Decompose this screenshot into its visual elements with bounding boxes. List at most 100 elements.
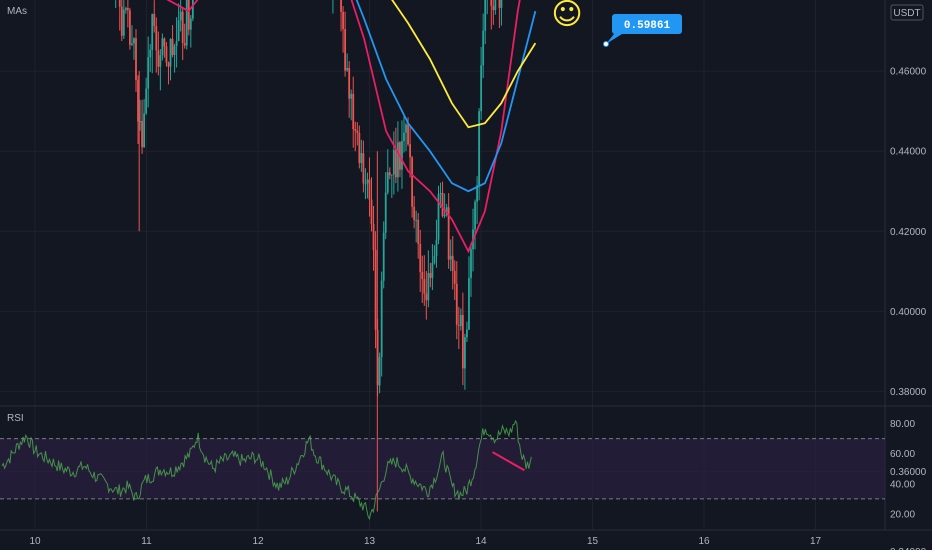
candle-body	[427, 273, 430, 301]
candle-body	[169, 38, 172, 67]
candle-body	[374, 249, 377, 330]
rsi-pane	[0, 419, 885, 521]
price-tick-label: 0.40000	[890, 307, 927, 318]
candle-body	[137, 79, 139, 122]
candle-body	[492, 5, 495, 11]
callout-anchor	[603, 41, 609, 47]
price-tick-label: 0.38000	[890, 387, 927, 398]
rsi-tick-label: 40.00	[890, 479, 915, 490]
candle-body	[447, 207, 450, 260]
candle-body	[141, 121, 143, 148]
candle-body	[439, 192, 442, 195]
candle-body	[179, 11, 182, 21]
candle-body	[433, 255, 436, 263]
rsi-divergence-line	[492, 451, 525, 472]
candle-body	[171, 38, 174, 55]
candle-body	[129, 10, 131, 45]
candle-body	[417, 219, 420, 244]
candle-body	[181, 11, 184, 44]
candle-body	[384, 192, 387, 233]
candle-body	[437, 194, 440, 240]
ma-slow-line	[391, 0, 537, 129]
callout-annotation[interactable]: 0.59861	[603, 14, 683, 47]
candle-body	[175, 41, 178, 46]
candle-body	[364, 183, 367, 185]
time-tick-label: 16	[698, 536, 710, 547]
candle-body	[407, 124, 409, 145]
candle-body	[382, 232, 385, 281]
candle-body	[149, 49, 152, 58]
candle-body	[167, 62, 170, 67]
price-tick-label: 0.36000	[890, 467, 927, 478]
candle-body	[177, 20, 180, 42]
candle-body	[126, 8, 129, 11]
candle-body	[366, 179, 369, 184]
candle-body	[419, 243, 422, 272]
price-tick-label: 0.34000	[890, 547, 927, 550]
candle-body	[468, 277, 470, 330]
currency-label: USDT	[893, 8, 920, 19]
rsi-pane-label: RSI	[7, 413, 24, 424]
candle-body	[482, 30, 485, 66]
candle-body	[478, 111, 481, 186]
candle-body	[490, 0, 493, 6]
candle-body	[183, 43, 186, 46]
candle-body	[401, 141, 403, 170]
candle-body	[451, 255, 454, 271]
candle-body	[390, 174, 393, 176]
candle-body	[449, 255, 452, 260]
candle-body	[187, 0, 190, 30]
moving-averages	[166, 0, 537, 254]
candle-body	[421, 271, 424, 280]
candle-body	[429, 273, 432, 278]
candle-body	[189, 18, 192, 30]
candle-body	[443, 215, 446, 217]
candle-body	[124, 8, 127, 10]
candle-body	[370, 199, 373, 224]
candle-body	[372, 223, 375, 250]
ma-mid-line	[355, 0, 537, 193]
time-axis[interactable]: 10 11 12 13 14 15 16 17	[29, 536, 821, 547]
candle-body	[480, 65, 483, 112]
rsi-tick-label: 60.00	[890, 449, 915, 460]
candle-body	[386, 172, 389, 193]
candle-body	[133, 38, 135, 44]
candle-body	[139, 121, 141, 123]
candle-body	[411, 157, 414, 207]
candle-body	[342, 11, 344, 30]
candle-body	[163, 38, 166, 47]
candle-body	[360, 153, 363, 163]
time-tick-label: 15	[587, 536, 599, 547]
candle-body	[346, 68, 349, 71]
time-tick-label: 11	[141, 536, 152, 547]
candle-body	[191, 0, 194, 19]
candle-body	[173, 45, 176, 55]
time-tick-label: 14	[475, 536, 487, 547]
candle-body	[120, 6, 123, 36]
candle-body	[159, 55, 162, 67]
price-axis[interactable]: 0.34000 0.36000 0.38000 0.40000 0.42000 0.440…	[890, 0, 927, 550]
candle-body	[165, 46, 168, 63]
rsi-tick-label: 20.00	[890, 510, 915, 521]
main-pane-label: MAs	[7, 6, 27, 17]
candle-body	[403, 132, 405, 142]
candle-body	[151, 13, 154, 50]
candle-body	[356, 130, 359, 133]
candle-body	[453, 270, 456, 284]
candle-body	[459, 315, 462, 326]
candle-body	[131, 43, 133, 45]
candle-body	[362, 153, 365, 184]
smiley-emoji-icon: ☺	[551, 0, 582, 32]
candle-body	[455, 283, 458, 325]
candle-body	[470, 249, 472, 278]
price-tick-label: 0.46000	[890, 67, 927, 78]
callout-label: 0.59861	[624, 20, 671, 32]
rsi-tick-label: 80.00	[890, 419, 915, 430]
candle-body	[392, 149, 395, 175]
candle-body	[500, 0, 503, 8]
time-tick-label: 13	[364, 536, 376, 547]
callout-box	[612, 14, 682, 34]
candle-body	[394, 149, 397, 178]
price-tick-label: 0.44000	[890, 147, 927, 158]
